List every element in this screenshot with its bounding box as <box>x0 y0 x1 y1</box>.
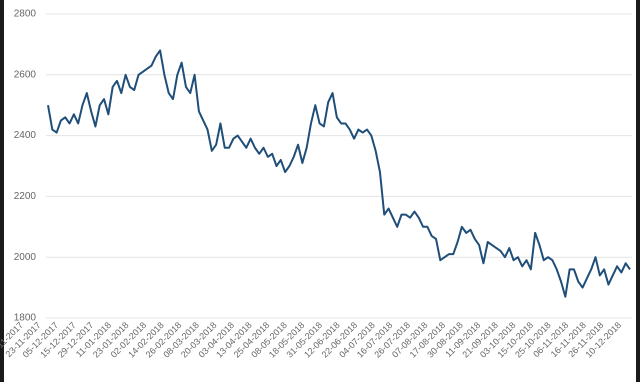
y-tick-label: 2200 <box>14 191 37 202</box>
y-tick-label: 1800 <box>14 313 37 324</box>
y-tick-label: 2600 <box>14 69 37 80</box>
y-tick-label: 2000 <box>14 252 37 263</box>
y-tick-label: 2800 <box>14 9 37 20</box>
price-line <box>47 49 631 298</box>
y-tick-label: 2400 <box>14 130 37 141</box>
